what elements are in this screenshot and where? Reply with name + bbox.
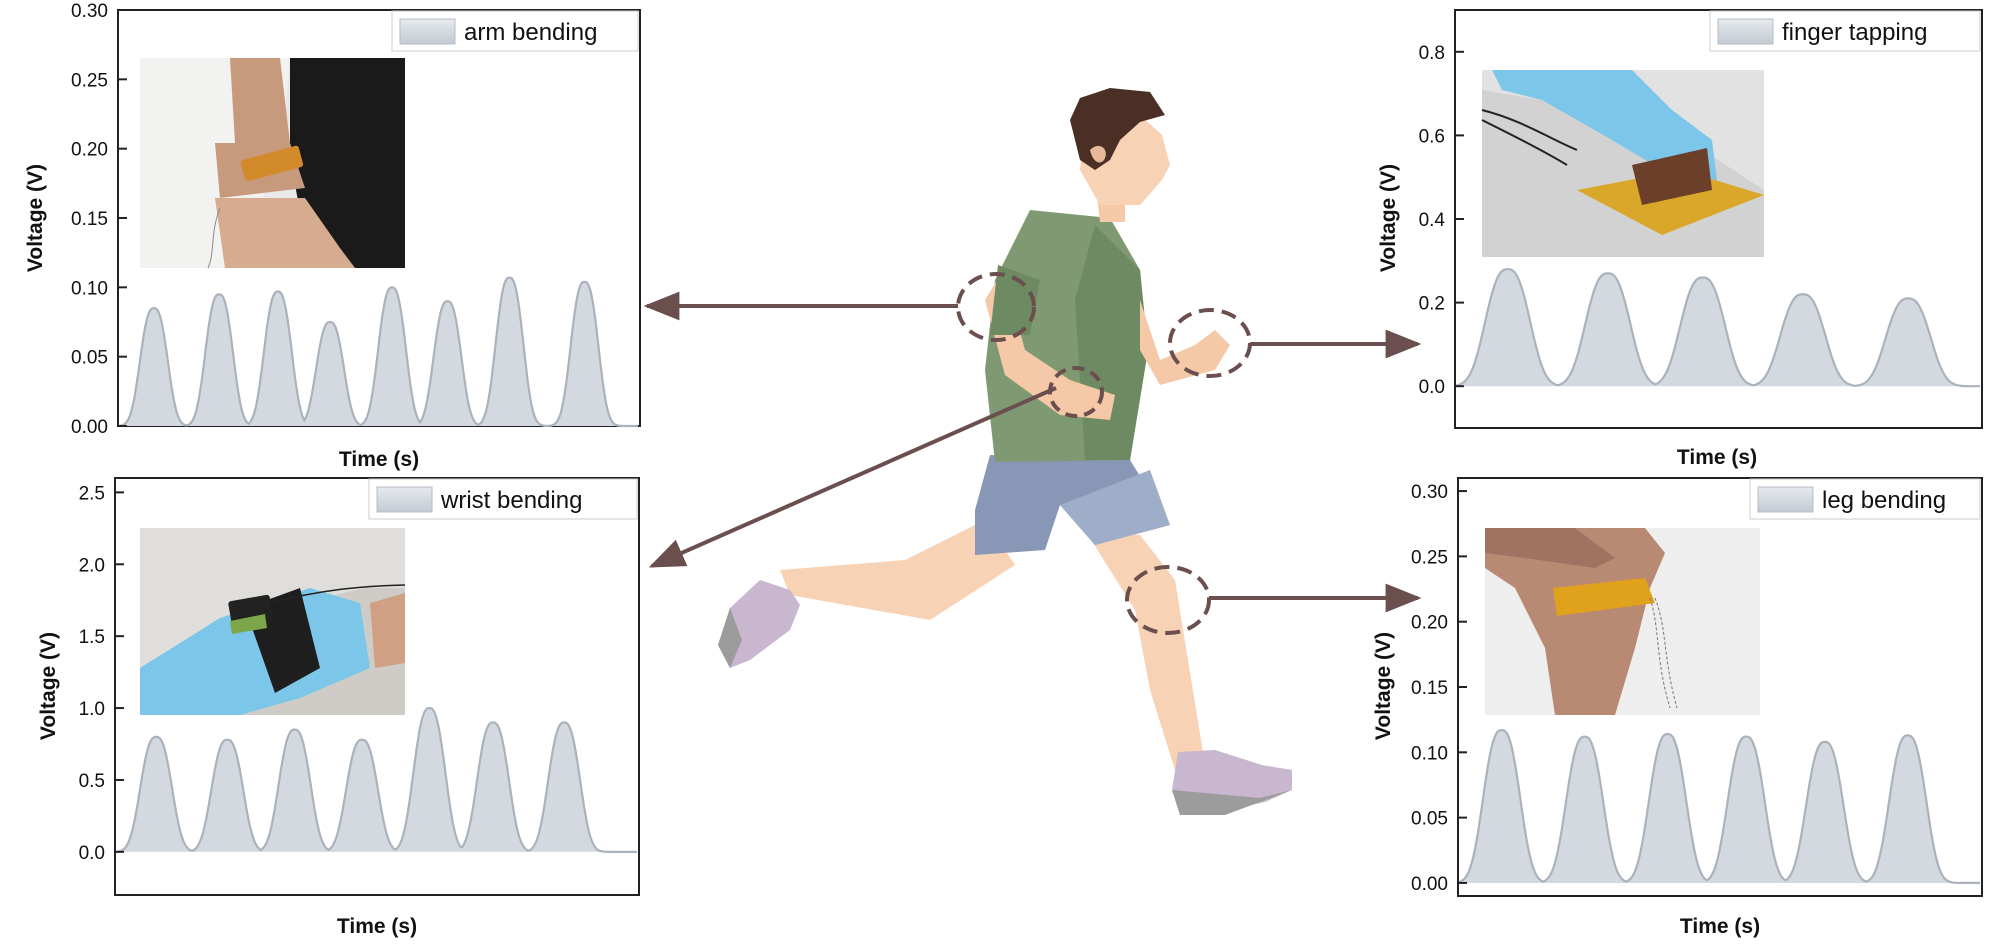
y-axis: 0.0 0.2 0.4 0.6 0.8	[1419, 43, 1464, 398]
x-axis-label: Time (s)	[1677, 446, 1757, 469]
legend-label: wrist bending	[440, 487, 582, 514]
y-tick-label: 0.2	[1419, 294, 1445, 315]
legend: leg bending	[1749, 478, 1981, 520]
x-axis-label: Time (s)	[337, 915, 417, 938]
area-fill	[1457, 269, 1980, 387]
inset-photo	[1485, 528, 1760, 715]
finger-tapping-panel: finger tapping 0.0 0.2 0.4 0.6 0.8 Voltage (…	[1377, 9, 1983, 469]
y-tick-label: 0.05	[71, 348, 108, 369]
y-tick-label: 0.30	[1411, 482, 1448, 503]
legend-swatch	[376, 486, 433, 513]
legend-label: finger tapping	[1782, 19, 1927, 46]
x-axis-label: Time (s)	[339, 448, 419, 471]
y-tick-label: 0.05	[1411, 809, 1448, 830]
legend: finger tapping	[1709, 10, 1981, 52]
y-tick-label: 1.5	[79, 627, 105, 648]
area-series	[118, 276, 638, 428]
legend-swatch	[1757, 486, 1814, 513]
series-line	[115, 706, 637, 853]
inset-photo	[140, 58, 405, 269]
y-tick-label: 0.30	[71, 1, 108, 22]
y-axis: 0.00 0.05 0.10 0.15 0.20 0.25 0.30	[1411, 482, 1467, 895]
y-axis-label: Voltage (V)	[1377, 164, 1400, 272]
inset-photo	[1481, 70, 1764, 257]
area-series	[1458, 728, 1980, 884]
area-fill	[120, 277, 638, 426]
y-tick-label: 0.0	[79, 843, 105, 864]
front-arm	[1140, 300, 1230, 385]
legend-label: arm bending	[464, 19, 597, 46]
y-tick-label: 0.5	[79, 771, 105, 792]
y-tick-label: 0.00	[1411, 874, 1448, 895]
y-tick-label: 0.20	[1411, 613, 1448, 634]
back-leg	[780, 520, 1015, 620]
y-axis-label: Voltage (V)	[37, 632, 60, 740]
series-line	[1458, 728, 1980, 884]
y-tick-label: 1.0	[79, 699, 105, 720]
back-arm	[985, 270, 1115, 420]
y-tick-label: 0.20	[71, 140, 108, 161]
inset-photo	[140, 528, 406, 715]
y-axis-label: Voltage (V)	[1372, 632, 1395, 740]
legend: arm bending	[391, 10, 639, 52]
running-person-illustration	[718, 88, 1292, 815]
y-tick-label: 0.15	[71, 209, 108, 230]
y-tick-label: 0.10	[71, 278, 108, 299]
legend-swatch	[399, 18, 456, 45]
y-axis-label: Voltage (V)	[24, 164, 47, 272]
y-tick-label: 0.25	[1411, 547, 1448, 568]
x-axis-label: Time (s)	[1680, 915, 1760, 938]
y-tick-label: 2.5	[79, 483, 105, 504]
wrist-bending-panel: wrist bending 0.0 0.5 1.0 1.5 2.0 2.5 Voltage…	[37, 477, 640, 938]
y-tick-label: 0.15	[1411, 678, 1448, 699]
legend: wrist bending	[368, 478, 638, 520]
series-line	[1455, 268, 1980, 388]
y-tick-label: 0.6	[1419, 126, 1445, 147]
y-tick-label: 0.00	[71, 417, 108, 438]
series-line	[118, 276, 638, 428]
y-tick-label: 0.4	[1419, 210, 1446, 231]
arm-bending-panel: arm bending 0.00 0.05 0.10 0.15 0.20 0.25 0.30…	[24, 1, 641, 471]
y-tick-label: 0.8	[1419, 43, 1445, 64]
legend-swatch	[1717, 18, 1774, 45]
y-tick-label: 0.25	[71, 70, 108, 91]
leg-bending-panel: leg bending 0.00 0.05 0.10 0.15 0.20 0.25 0.30…	[1372, 477, 1983, 938]
wrist-arrow	[648, 386, 1057, 568]
connector-arrows	[643, 291, 1422, 613]
legend-label: leg bending	[1822, 487, 1946, 514]
area-series	[115, 706, 637, 853]
y-tick-label: 2.0	[79, 555, 105, 576]
y-tick-label: 0.0	[1419, 377, 1445, 398]
area-series	[1455, 268, 1980, 388]
elbow-callout	[956, 272, 1036, 342]
y-axis: 0.0 0.5 1.0 1.5 2.0 2.5	[79, 483, 124, 864]
y-tick-label: 0.10	[1411, 743, 1448, 764]
y-axis: 0.00 0.05 0.10 0.15 0.20 0.25 0.30	[71, 1, 127, 438]
front-leg	[1085, 530, 1205, 770]
